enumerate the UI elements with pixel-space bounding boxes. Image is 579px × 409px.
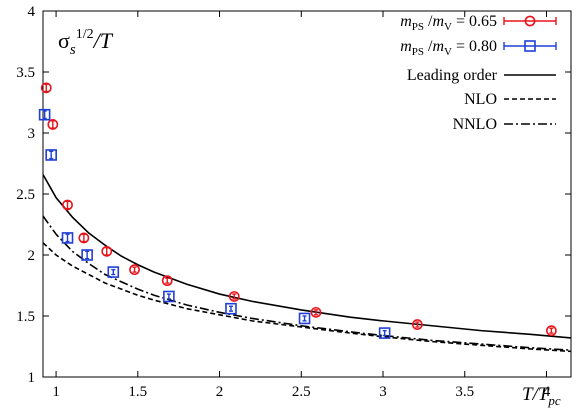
y-tick-label: 1: [28, 370, 36, 386]
legend-entry: NNLO: [453, 116, 556, 133]
y-tick-label: 1.5: [16, 309, 35, 325]
point-marker: [225, 302, 237, 315]
point-marker: [107, 266, 120, 278]
data-point: [38, 108, 51, 121]
point-marker: [161, 275, 173, 287]
data-point: [61, 232, 74, 244]
point-marker: [40, 82, 52, 94]
series-line-solid: [43, 174, 571, 339]
legend: mPS /mV = 0.65 mPS /mV = 0.80 Leading orde…: [400, 13, 557, 133]
data-point: [129, 264, 140, 276]
plot-frame: [42, 10, 572, 378]
data-point: [107, 266, 120, 278]
legend-entry: mPS /mV = 0.65: [400, 13, 557, 33]
point-marker: [101, 245, 113, 257]
data-point: [298, 312, 311, 325]
legend-label: NNLO: [453, 116, 497, 133]
data-point: [62, 199, 73, 211]
point-marker: [38, 108, 51, 121]
theory-curves: [43, 174, 571, 353]
y-tick-label: 2: [28, 248, 36, 264]
data-point: [228, 291, 240, 302]
x-tick-label: 1: [52, 384, 60, 400]
data-point: [161, 275, 173, 287]
data-points: [38, 82, 557, 339]
legend-entry: NLO: [464, 91, 556, 108]
point-marker: [62, 199, 73, 211]
y-tick-label: 2.5: [16, 187, 35, 203]
legend-entry: mPS /mV = 0.80: [400, 38, 557, 58]
x-tick-label: 3.5: [455, 384, 474, 400]
x-tick-label: 2.5: [292, 384, 311, 400]
point-marker: [378, 327, 391, 339]
x-axis-label: T/Tpc: [522, 384, 561, 408]
ticks: [43, 10, 571, 378]
panel-label: σs1/2/T: [58, 27, 114, 58]
point-marker: [298, 312, 311, 325]
data-point: [310, 306, 322, 318]
legend-label: mPS /mV = 0.65: [400, 13, 497, 33]
data-point: [411, 319, 423, 330]
data-point: [47, 119, 59, 130]
data-point: [163, 290, 175, 303]
point-marker: [310, 306, 322, 318]
legend-label: NLO: [464, 91, 497, 108]
point-marker: [524, 40, 536, 52]
tick-labels: 1 1.5 2 2.5 3 3.5 4 1 1.5 2 2.5 3 3.5 4: [16, 4, 550, 400]
point-marker: [78, 232, 90, 244]
data-point: [101, 245, 113, 257]
x-tick-label: 3: [379, 384, 387, 400]
data-point: [378, 327, 391, 339]
data-point: [45, 149, 57, 161]
point-marker: [545, 325, 557, 337]
legend-label: Leading order: [407, 67, 498, 84]
point-marker: [163, 290, 175, 303]
y-tick-label: 4: [28, 4, 36, 20]
x-tick-label: 1.5: [128, 384, 147, 400]
point-marker: [228, 291, 240, 302]
data-point: [81, 249, 93, 261]
point-marker: [47, 119, 59, 130]
point-marker: [411, 319, 423, 330]
point-marker: [524, 15, 536, 27]
data-point: [545, 325, 557, 337]
point-marker: [129, 264, 140, 276]
y-tick-label: 3.5: [16, 65, 35, 81]
data-point: [78, 232, 90, 244]
point-marker: [45, 149, 57, 161]
data-point: [225, 302, 237, 315]
legend-entry: Leading order: [407, 67, 556, 84]
x-tick-label: 4: [543, 384, 551, 400]
point-marker: [61, 232, 74, 244]
legend-label: mPS /mV = 0.80: [400, 38, 497, 58]
series-line-dashdot: [43, 215, 571, 351]
y-tick-label: 3: [28, 126, 36, 142]
x-tick-label: 2: [216, 384, 224, 400]
data-point: [40, 82, 52, 94]
point-marker: [81, 249, 93, 261]
series-line-dashed: [43, 242, 571, 353]
